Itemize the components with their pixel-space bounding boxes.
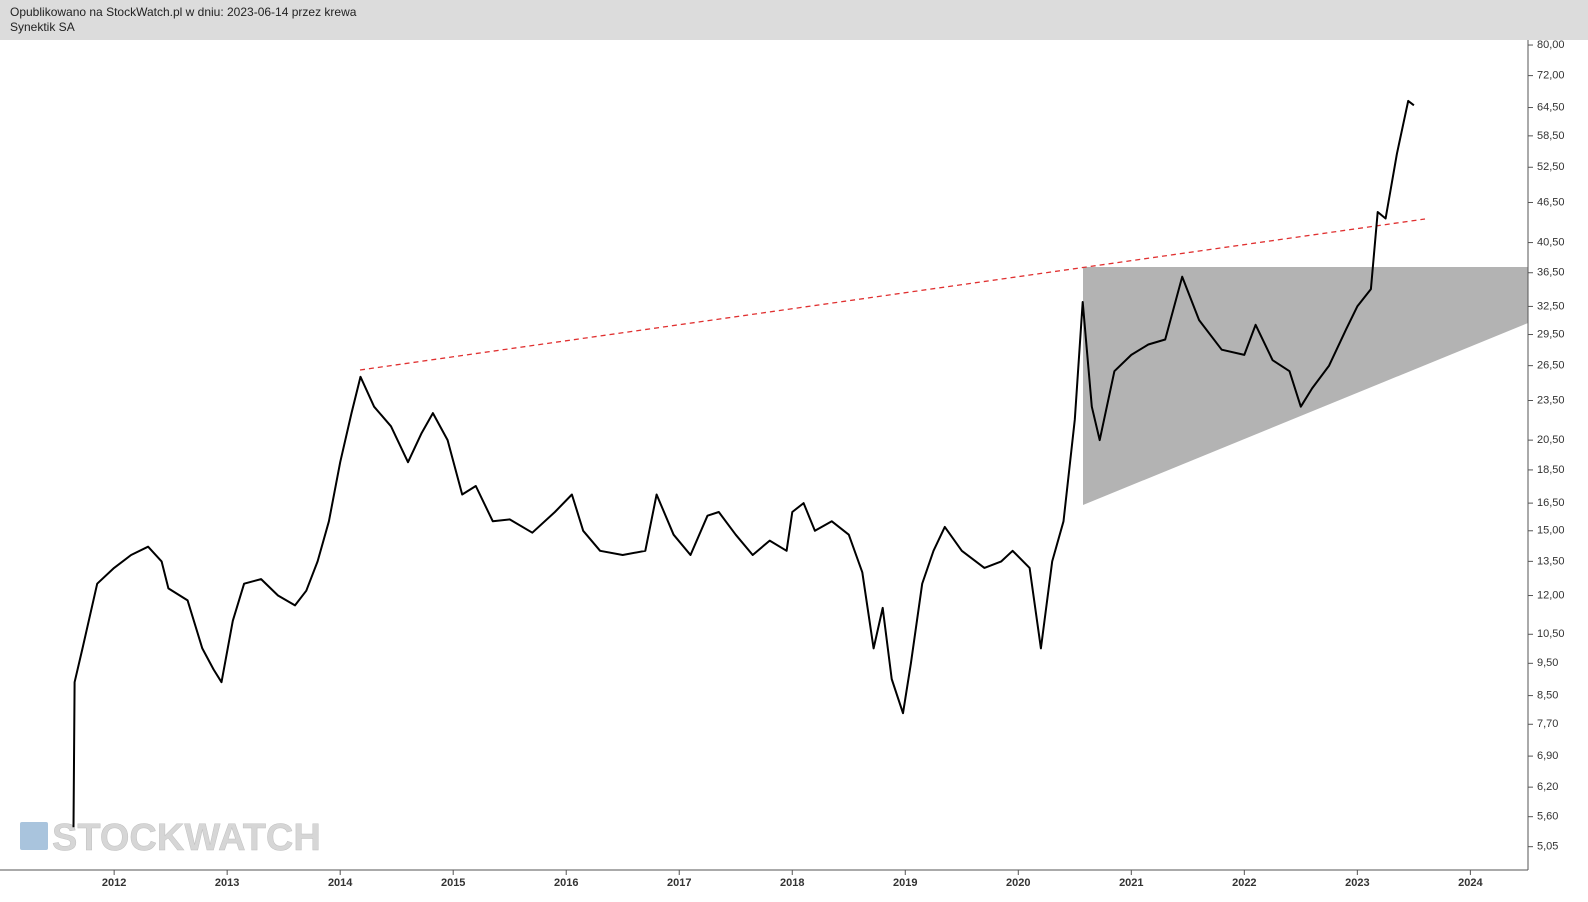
y-tick-label: 13,50 — [1537, 555, 1565, 567]
y-tick-label: 40,50 — [1537, 236, 1565, 248]
y-tick-label: 8,50 — [1537, 689, 1558, 701]
x-tick-label: 2021 — [1119, 877, 1143, 889]
x-tick-label: 2017 — [667, 877, 691, 889]
x-tick-label: 2024 — [1458, 877, 1483, 889]
y-tick-label: 58,50 — [1537, 130, 1565, 142]
x-tick-label: 2013 — [215, 877, 239, 889]
y-tick-label: 20,50 — [1537, 434, 1565, 446]
watermark-icon — [20, 822, 48, 850]
y-tick-label: 15,00 — [1537, 525, 1565, 537]
y-tick-label: 23,50 — [1537, 394, 1565, 406]
x-tick-label: 2019 — [893, 877, 917, 889]
y-tick-label: 7,70 — [1537, 718, 1558, 730]
y-tick-label: 32,50 — [1537, 300, 1565, 312]
y-tick-label: 18,50 — [1537, 464, 1565, 476]
y-tick-label: 5,60 — [1537, 811, 1558, 823]
x-tick-label: 2015 — [441, 877, 465, 889]
header-bar — [0, 0, 1588, 40]
y-tick-label: 52,50 — [1537, 161, 1565, 173]
y-tick-label: 5,05 — [1537, 841, 1558, 853]
y-tick-label: 29,50 — [1537, 328, 1565, 340]
y-tick-label: 9,50 — [1537, 657, 1558, 669]
y-tick-label: 36,50 — [1537, 267, 1565, 279]
x-tick-label: 2014 — [328, 877, 353, 889]
watermark: STOCKWATCH — [20, 817, 321, 859]
header-title: Opublikowano na StockWatch.pl w dniu: 20… — [10, 5, 357, 19]
y-tick-label: 16,50 — [1537, 497, 1565, 509]
y-tick-label: 10,50 — [1537, 628, 1565, 640]
y-tick-label: 46,50 — [1537, 196, 1565, 208]
y-tick-label: 12,00 — [1537, 589, 1565, 601]
x-tick-label: 2016 — [554, 877, 578, 889]
header-subtitle: Synektik SA — [10, 20, 75, 34]
y-tick-label: 6,20 — [1537, 781, 1558, 793]
y-tick-label: 80,00 — [1537, 39, 1565, 51]
price-line — [72, 99, 1415, 828]
watermark-text: STOCKWATCH — [52, 817, 321, 859]
y-tick-label: 6,90 — [1537, 750, 1558, 762]
triangle-zone — [1083, 267, 1528, 505]
y-tick-label: 72,00 — [1537, 70, 1565, 82]
x-tick-label: 2012 — [102, 877, 126, 889]
x-tick-label: 2018 — [780, 877, 804, 889]
x-tick-label: 2020 — [1006, 877, 1030, 889]
y-tick-label: 64,50 — [1537, 101, 1565, 113]
x-tick-label: 2022 — [1232, 877, 1256, 889]
x-tick-label: 2023 — [1345, 877, 1369, 889]
y-tick-label: 26,50 — [1537, 360, 1565, 372]
